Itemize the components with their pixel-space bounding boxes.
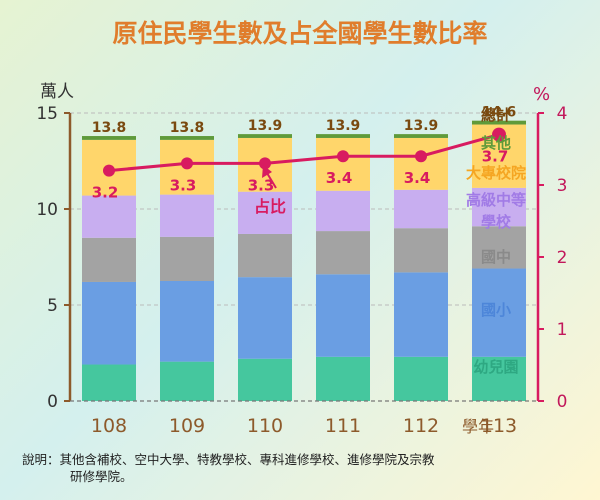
- bar-segment-113-5: [472, 120, 526, 125]
- legend-label-0: 總計: [481, 106, 511, 124]
- left-tick-label-2: 10: [36, 200, 58, 220]
- footnote: 說明：其他含補校、空中大學、特教學校、專科進修學校、進修學院及宗教 研修學院。: [22, 451, 582, 485]
- left-tick-label-1: 5: [47, 296, 58, 316]
- bar-segment-110-3: [238, 191, 292, 234]
- ratio-annotation: 占比: [254, 165, 286, 216]
- bar-segment-109-1: [160, 281, 214, 362]
- ratio-line: 3.2 3.3 3.3 3.4 3.4 3.7: [92, 127, 509, 202]
- right-tick-label-4: 4: [557, 104, 568, 124]
- total-label-108: 13.8: [92, 120, 127, 136]
- x-axis-label: 學年: [462, 417, 494, 436]
- ratio-point-111: [337, 150, 349, 163]
- footnote-line-2: 研修學院。: [70, 469, 133, 484]
- category-label-109: 109: [169, 415, 205, 437]
- bar-segment-111-5: [316, 134, 370, 138]
- right-tick-label-1: 1: [557, 320, 568, 340]
- bar-segment-112-4: [394, 137, 448, 190]
- bar-segment-112-5: [394, 134, 448, 138]
- bar-segment-112-3: [394, 189, 448, 229]
- chart-title: 原住民學生數及占全國學生數比率: [112, 19, 487, 48]
- bar-segment-109-0: [160, 361, 214, 401]
- right-tick-label-3: 3: [557, 176, 568, 196]
- bar-segment-109-3: [160, 194, 214, 237]
- right-tick-label-2: 2: [557, 248, 568, 268]
- total-label-110: 13.9: [248, 118, 283, 134]
- ratio-annotation-arrow: [266, 172, 277, 189]
- bar-segment-108-2: [82, 237, 136, 282]
- bar-segment-110-5: [238, 134, 292, 138]
- total-labels: 13.8 13.8 13.9 13.9 13.9 14.6: [92, 105, 517, 136]
- legend-label-6: 幼兒園: [473, 358, 518, 376]
- bar-segment-110-0: [238, 358, 292, 401]
- ratio-polyline: [108, 133, 500, 173]
- left-tick-label-0: 0: [47, 392, 58, 412]
- legend-label-1: 其他: [481, 134, 511, 152]
- legend-label-5: 國小: [481, 301, 511, 319]
- ratio-point-112: [415, 150, 427, 163]
- chart-svg: 原住民學生數及占全國學生數比率 萬人 % 0 5 10 15 0 1 2 3 4 108 109…: [36, 19, 567, 437]
- legend-label-2: 大專校院: [466, 164, 526, 182]
- bar-segment-109-2: [160, 236, 214, 281]
- ratio-label-109: 3.3: [170, 176, 197, 194]
- bar-segment-111-1: [316, 274, 370, 357]
- bar-segment-111-2: [316, 231, 370, 275]
- bar-segment-113-0: [472, 356, 526, 401]
- gridlines: [70, 112, 538, 306]
- category-label-108: 108: [91, 415, 127, 437]
- bar-segment-113-3: [472, 187, 526, 227]
- bar-segment-110-2: [238, 233, 292, 278]
- ratio-label-112: 3.4: [404, 169, 431, 187]
- ratio-point-113: [492, 127, 506, 142]
- category-label-110: 110: [247, 415, 283, 437]
- right-axis-unit: %: [533, 84, 550, 105]
- legend-label-4: 國中: [481, 248, 511, 266]
- bar-segment-111-0: [316, 356, 370, 401]
- ratio-annotation-arrowhead: [262, 165, 272, 178]
- category-labels: 108 109 110 111 112 113: [91, 415, 517, 437]
- bar-segment-108-3: [82, 195, 136, 238]
- category-label-113: 113: [481, 415, 517, 437]
- bar-segment-108-5: [82, 136, 136, 140]
- left-axis-ticks: 0 5 10 15: [36, 104, 70, 412]
- total-label-113: 14.6: [482, 105, 517, 121]
- legend-label-3-line-1: 學校: [481, 213, 512, 231]
- bar-segment-112-0: [394, 356, 448, 401]
- bar-segment-113-1: [472, 268, 526, 357]
- ratio-label-108: 3.2: [92, 184, 119, 202]
- left-tick-label-3: 15: [36, 104, 58, 124]
- ratio-label-111: 3.4: [326, 169, 353, 187]
- total-label-109: 13.8: [170, 120, 205, 136]
- ratio-point-109: [181, 157, 193, 170]
- total-label-112: 13.9: [404, 118, 439, 134]
- ratio-label-110: 3.3: [248, 176, 275, 194]
- total-label-111: 13.9: [326, 118, 361, 134]
- bar-segment-109-5: [160, 136, 214, 140]
- left-axis-unit: 萬人: [40, 82, 74, 102]
- bar-segment-110-1: [238, 277, 292, 359]
- bar-segment-113-2: [472, 226, 526, 269]
- right-axis-ticks: 0 1 2 3 4: [538, 104, 567, 412]
- bar-segment-111-4: [316, 137, 370, 191]
- ratio-label-113: 3.7: [482, 148, 509, 166]
- ratio-annotation-label: 占比: [254, 197, 286, 216]
- legend-label-3-line-0: 高級中等: [466, 191, 526, 209]
- ratio-point-110: [259, 157, 271, 170]
- bar-segment-112-2: [394, 228, 448, 273]
- bar-segment-108-0: [82, 364, 136, 401]
- category-label-112: 112: [403, 415, 439, 437]
- footnote-line-1: 說明：其他含補校、空中大學、特教學校、專科進修學校、進修學院及宗教: [22, 452, 435, 467]
- bar-segment-111-3: [316, 190, 370, 232]
- right-tick-label-0: 0: [557, 392, 568, 412]
- stacked-bars: [82, 120, 526, 401]
- bar-segment-112-1: [394, 272, 448, 357]
- category-label-111: 111: [325, 415, 361, 437]
- ratio-point-108: [103, 164, 115, 177]
- bar-segment-108-1: [82, 281, 136, 365]
- axes: [68, 113, 540, 402]
